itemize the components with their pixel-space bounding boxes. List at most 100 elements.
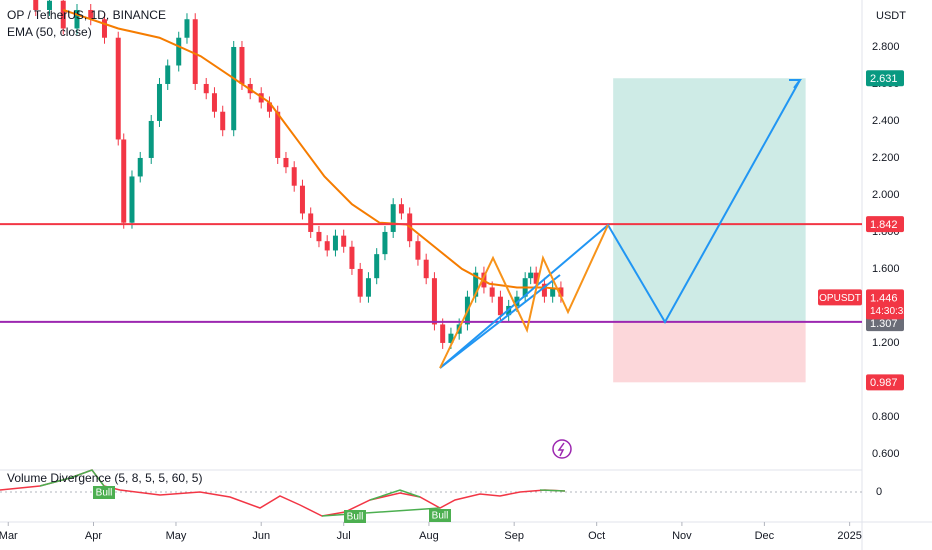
candle [283, 157, 289, 168]
indicator-zero-label: 0 [876, 486, 882, 498]
y-tick-label: 2.400 [872, 115, 900, 127]
candle [129, 176, 135, 223]
candle [121, 139, 127, 223]
candle [431, 278, 437, 325]
indicator-title: Volume Divergence (5, 8, 5, 5, 60, 5) [7, 471, 202, 485]
candle [231, 46, 237, 131]
price-tag-label: 0.987 [870, 377, 898, 389]
candle [192, 19, 198, 84]
candle [299, 185, 305, 214]
candle [349, 246, 355, 269]
arrow-head [789, 79, 802, 89]
candle [550, 287, 556, 297]
event-icon[interactable] [552, 439, 572, 459]
candle [74, 9, 80, 29]
loss-zone [613, 321, 806, 383]
candle [541, 283, 547, 297]
x-tick-label: Mar [0, 530, 18, 542]
x-tick-label: Oct [588, 530, 605, 542]
y-tick-label: 0.800 [872, 411, 900, 423]
candle [558, 287, 564, 297]
candle [101, 19, 107, 38]
candle [33, 0, 39, 10]
price-tag [866, 216, 904, 233]
x-tick-label: Sep [504, 530, 524, 542]
y-tick-label: 2.200 [872, 152, 900, 164]
candle [489, 287, 495, 297]
candle [165, 65, 171, 84]
candle [137, 157, 143, 177]
x-tick-label: Dec [755, 530, 775, 542]
candle [398, 204, 404, 214]
x-tick-label: Aug [419, 530, 439, 542]
candle [88, 9, 94, 20]
candle [357, 268, 363, 297]
last-price-tag [866, 289, 904, 320]
divergence-line-bull [39, 469, 566, 501]
indicator-pane [0, 469, 862, 523]
candle [156, 83, 162, 121]
candle [266, 102, 272, 112]
last-price-name-tag [818, 289, 862, 306]
x-tick-label: Jul [337, 530, 351, 542]
chart-title: OP / TetherUS, 1D, BINANCE [7, 8, 166, 22]
y-tick-label: 1.200 [872, 337, 900, 349]
bull-label: Bull [432, 511, 449, 522]
price-tag-label: 2.631 [870, 73, 898, 85]
candle [239, 46, 245, 84]
bull-badge [344, 510, 366, 523]
candle [291, 167, 297, 186]
bull-badge [93, 486, 115, 499]
bull-badge [429, 509, 451, 522]
bull-divergence [321, 507, 441, 517]
bull-label: Bull [96, 488, 113, 499]
zigzag [439, 224, 609, 369]
candle [308, 213, 314, 232]
profit-zone [613, 78, 806, 322]
candle [497, 296, 503, 316]
x-tick-label: Apr [85, 530, 102, 542]
candle [46, 0, 52, 10]
price-tag [866, 374, 904, 391]
y-tick-label: 0.600 [872, 448, 900, 460]
price-tag-label: 1.307 [870, 318, 898, 330]
candle [324, 241, 330, 251]
price-tag [866, 70, 904, 87]
x-tick-label: Nov [672, 530, 692, 542]
candle [341, 235, 347, 247]
candle [148, 120, 154, 158]
candle [382, 231, 388, 255]
trend-line [439, 274, 561, 369]
candle [220, 111, 226, 131]
chart-subtitle: EMA (50, close) [7, 25, 92, 39]
candle [365, 278, 371, 297]
ema-line [62, 9, 562, 291]
price-tag-label: 1.842 [870, 219, 898, 231]
candle [528, 272, 534, 279]
y-tick-label: 2.800 [872, 41, 900, 53]
x-tick-label: Jun [252, 530, 270, 542]
bull-label: Bull [347, 512, 364, 523]
countdown-label: 14:30:32 [870, 306, 909, 317]
candle [440, 324, 446, 343]
y-tick-label: 2.000 [872, 189, 900, 201]
candle [415, 241, 421, 260]
candle [60, 0, 66, 29]
y-tick-label: 1.600 [872, 263, 900, 275]
candle [316, 231, 322, 242]
last-price-name: OPUSDT [819, 293, 861, 304]
candle [115, 37, 121, 140]
main-pane [33, 0, 806, 383]
currency-label: USDT [876, 10, 906, 22]
candle [176, 37, 182, 66]
candle [533, 272, 539, 284]
candle [184, 19, 190, 38]
candle [423, 259, 429, 279]
candle [211, 93, 217, 112]
drawings [439, 79, 802, 459]
candle [275, 111, 281, 158]
x-tick-label: 2025 [837, 530, 861, 542]
candle [374, 254, 380, 279]
candle [448, 333, 454, 343]
